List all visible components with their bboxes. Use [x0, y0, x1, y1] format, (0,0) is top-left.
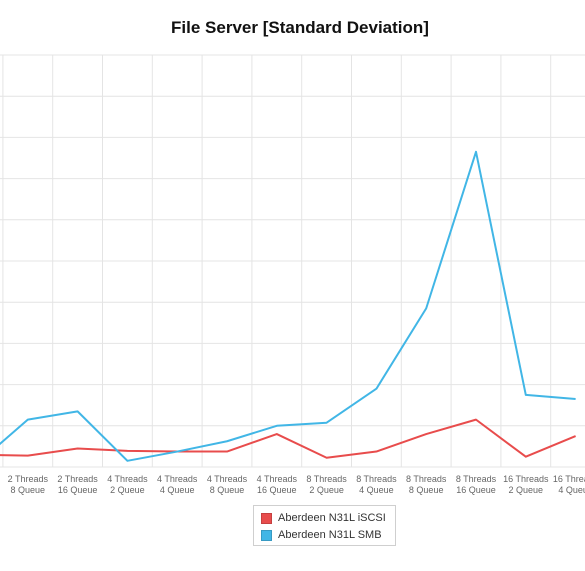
x-tick-label: 4 Threads — [107, 474, 148, 484]
legend-label-smb: Aberdeen N31L SMB — [278, 529, 382, 541]
x-tick-label: 8 Queue — [11, 485, 46, 495]
x-tick-label: 2 Threads — [57, 474, 98, 484]
x-tick-label: 4 Queue — [359, 485, 394, 495]
x-tick-label: 8 Threads — [456, 474, 497, 484]
series-line-smb[interactable] — [0, 150, 576, 463]
x-tick-label: 16 Threads — [503, 474, 549, 484]
series-lines — [0, 150, 576, 463]
legend-item-iscsi[interactable]: Aberdeen N31L iSCSI — [261, 512, 386, 524]
x-tick-label: 2 Queue — [309, 485, 344, 495]
legend-swatch-iscsi — [261, 512, 272, 524]
x-tick-label: 16 Queue — [58, 485, 98, 495]
legend: Aberdeen N31L iSCSI Aberdeen N31L SMB — [253, 505, 396, 546]
x-tick-label: 16 Queue — [456, 485, 496, 495]
x-tick-label: 8 Queue — [409, 485, 444, 495]
x-tick-label: 2 Queue — [110, 485, 145, 495]
x-tick-label: 8 Threads — [356, 474, 397, 484]
chart-title: File Server [Standard Deviation] — [171, 18, 429, 37]
x-tick-label: 4 Queue — [160, 485, 195, 495]
x-tick-label: 8 Queue — [210, 485, 245, 495]
x-tick-label: 16 Threads — [553, 474, 585, 484]
gridlines — [0, 54, 585, 468]
x-tick-label: 4 Threads — [207, 474, 248, 484]
x-tick-label: 2 Threads — [8, 474, 49, 484]
x-tick-label: 2 Queue — [509, 485, 544, 495]
x-tick-label: 16 Queue — [257, 485, 297, 495]
legend-label-iscsi: Aberdeen N31L iSCSI — [278, 512, 386, 524]
x-tick-label: 4 Threads — [257, 474, 298, 484]
x-tick-label: 4 Queue — [558, 485, 585, 495]
x-tick-label: 8 Threads — [306, 474, 347, 484]
legend-item-smb[interactable]: Aberdeen N31L SMB — [261, 529, 382, 541]
legend-swatch-smb — [261, 529, 272, 541]
x-tick-label: 4 Threads — [157, 474, 198, 484]
x-tick-label: 8 Threads — [406, 474, 447, 484]
